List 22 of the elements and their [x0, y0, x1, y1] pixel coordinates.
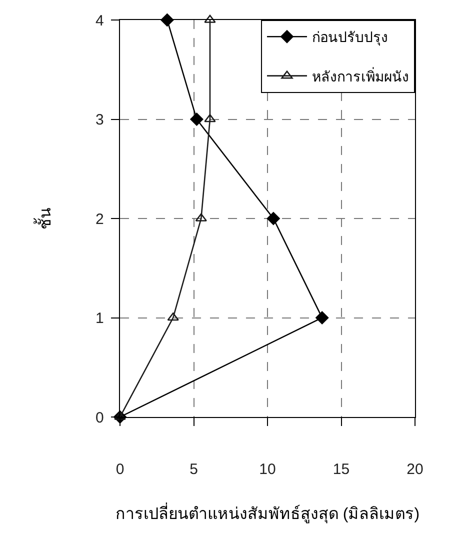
point [266, 212, 280, 225]
x-tick-label: 10 [259, 461, 276, 478]
x-axis-title: การเปลี่ยนตำแหน่งสัมพัทธ์สูงสุด (มิลลิเมตร) [115, 502, 420, 524]
y-tick-label: 4 [96, 12, 104, 30]
point [114, 412, 126, 420]
y-tick-label: 2 [96, 210, 104, 228]
y-tick-label: 1 [96, 310, 104, 327]
x-tick-label: 20 [406, 461, 424, 478]
point [204, 14, 216, 23]
legend-label: ก่อนปรับปรุง [312, 29, 388, 46]
x-tick-label: 15 [332, 461, 350, 478]
point [195, 213, 207, 222]
y-axis-title: ชั้น [33, 208, 54, 230]
legend-label: หลังการเพิ่มผนัง [312, 67, 409, 84]
point [204, 114, 216, 122]
point [316, 311, 329, 324]
y-tick-label: 0 [96, 409, 104, 426]
x-tick-label: 5 [190, 461, 198, 478]
point [190, 112, 204, 126]
point [167, 312, 179, 321]
x-tick-label: 0 [116, 461, 124, 478]
y-tick-label: 3 [96, 112, 104, 128]
